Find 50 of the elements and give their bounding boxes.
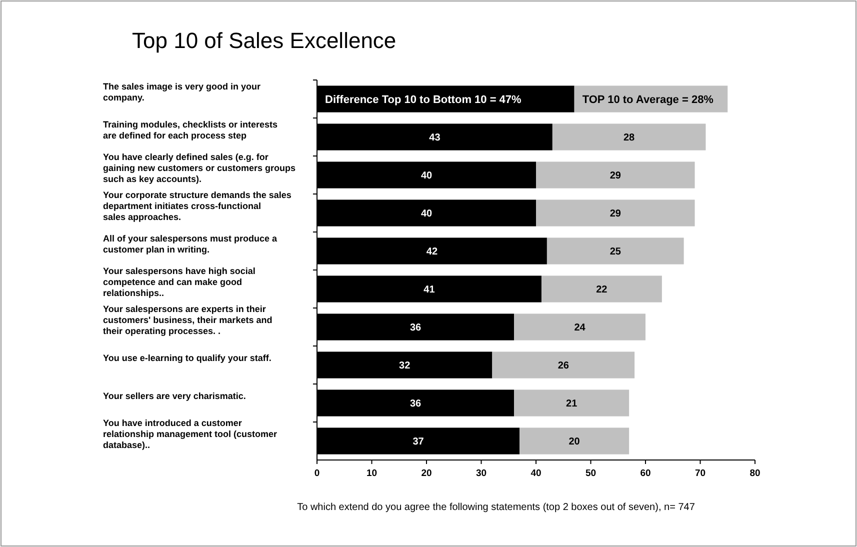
- bar: [546, 238, 684, 264]
- x-tick-label: 0: [314, 468, 320, 479]
- data-label: 22: [596, 284, 608, 296]
- bar: [541, 276, 662, 302]
- x-tick-label: 40: [530, 468, 542, 479]
- data-label: 25: [610, 246, 622, 258]
- y-tick-label: You have clearly defined sales (e.g. for gaining new customers or customers groups such as key accounts).: [103, 152, 296, 184]
- data-label: TOP 10 to Average = 28%: [582, 94, 714, 106]
- x-tick-label: 80: [750, 468, 760, 479]
- data-label: 37: [412, 436, 424, 448]
- data-label: 42: [426, 246, 438, 258]
- data-label: Difference Top 10 to Bottom 10 = 47%: [325, 94, 522, 106]
- bar: [514, 314, 646, 340]
- bar: [514, 390, 630, 416]
- data-label: 32: [399, 360, 411, 372]
- x-tick-label: 10: [366, 468, 378, 479]
- bar: [492, 352, 635, 378]
- bar: [552, 124, 706, 150]
- bar: [520, 428, 630, 454]
- data-label: 24: [574, 322, 586, 334]
- y-tick-label: Your sellers are very charismatic.: [103, 391, 246, 401]
- data-label: 28: [624, 132, 636, 144]
- y-tick-label: Training modules, checklists or interests are defined for each process step: [103, 120, 278, 140]
- data-label: 21: [566, 398, 578, 410]
- x-axis-title: To which extend do you agree the following statements (top 2 boxes out of seven), n= 747: [297, 502, 696, 513]
- y-tick-label: Your salespersons are experts in their customers' business, their markets and their operating processes. .: [103, 304, 272, 336]
- bar: [536, 200, 695, 226]
- data-label: 40: [420, 170, 432, 182]
- data-label: 36: [410, 322, 422, 334]
- y-tick-label: All of your salespersons must produce a customer plan in writing.: [103, 234, 278, 254]
- y-tick-label: You use e-learning to qualify your staff.: [103, 353, 272, 363]
- bar: [536, 162, 695, 188]
- data-label: 36: [410, 398, 422, 410]
- y-tick-label: Your salespersons have high social competence and can make good relationships..: [103, 266, 256, 298]
- x-tick-label: 30: [476, 468, 487, 479]
- data-label: 40: [420, 208, 432, 220]
- x-tick-label: 50: [585, 468, 596, 479]
- data-label: 29: [610, 208, 622, 220]
- data-label: 41: [424, 284, 436, 296]
- data-label: 43: [429, 132, 441, 144]
- y-tick-label: The sales image is very good in your company.: [103, 82, 262, 102]
- chart-title: Top 10 of Sales Excellence: [132, 28, 396, 53]
- data-label: 29: [610, 170, 622, 182]
- y-tick-label: Your corporate structure demands the sales department initiates cross-functional sales approaches.: [103, 190, 292, 222]
- y-tick-label: You have introduced a customer relationship management tool (customer database)..: [103, 418, 278, 450]
- data-label: 20: [568, 436, 580, 448]
- x-tick-label: 70: [694, 468, 706, 479]
- x-tick-label: 20: [421, 468, 432, 479]
- x-tick-label: 60: [640, 468, 651, 479]
- data-label: 26: [558, 360, 570, 372]
